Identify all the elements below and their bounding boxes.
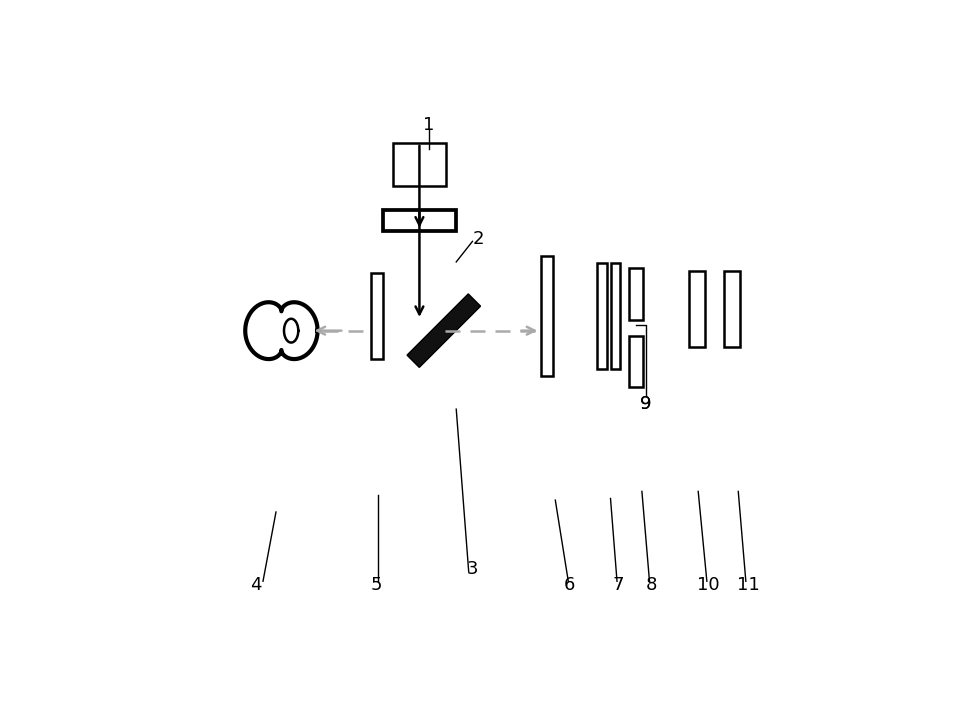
Text: 8: 8: [646, 576, 657, 594]
Bar: [724, 271, 741, 347]
Bar: [689, 271, 706, 347]
Text: 2: 2: [472, 230, 484, 247]
Bar: [629, 336, 643, 387]
Text: 9: 9: [640, 394, 652, 413]
Text: 11: 11: [737, 576, 760, 594]
Text: 5: 5: [370, 576, 382, 594]
Bar: [371, 273, 383, 359]
Text: 3: 3: [466, 560, 478, 578]
Text: 10: 10: [697, 576, 719, 594]
Bar: [393, 143, 446, 186]
Bar: [629, 269, 643, 320]
Bar: [597, 263, 607, 368]
Text: 4: 4: [250, 576, 262, 594]
Polygon shape: [407, 294, 480, 368]
Text: 7: 7: [612, 576, 624, 594]
Text: 1: 1: [423, 116, 435, 134]
Text: 9: 9: [640, 394, 652, 413]
Bar: [541, 257, 553, 375]
Bar: [611, 263, 620, 368]
Bar: [383, 210, 457, 231]
Text: 6: 6: [564, 576, 575, 594]
